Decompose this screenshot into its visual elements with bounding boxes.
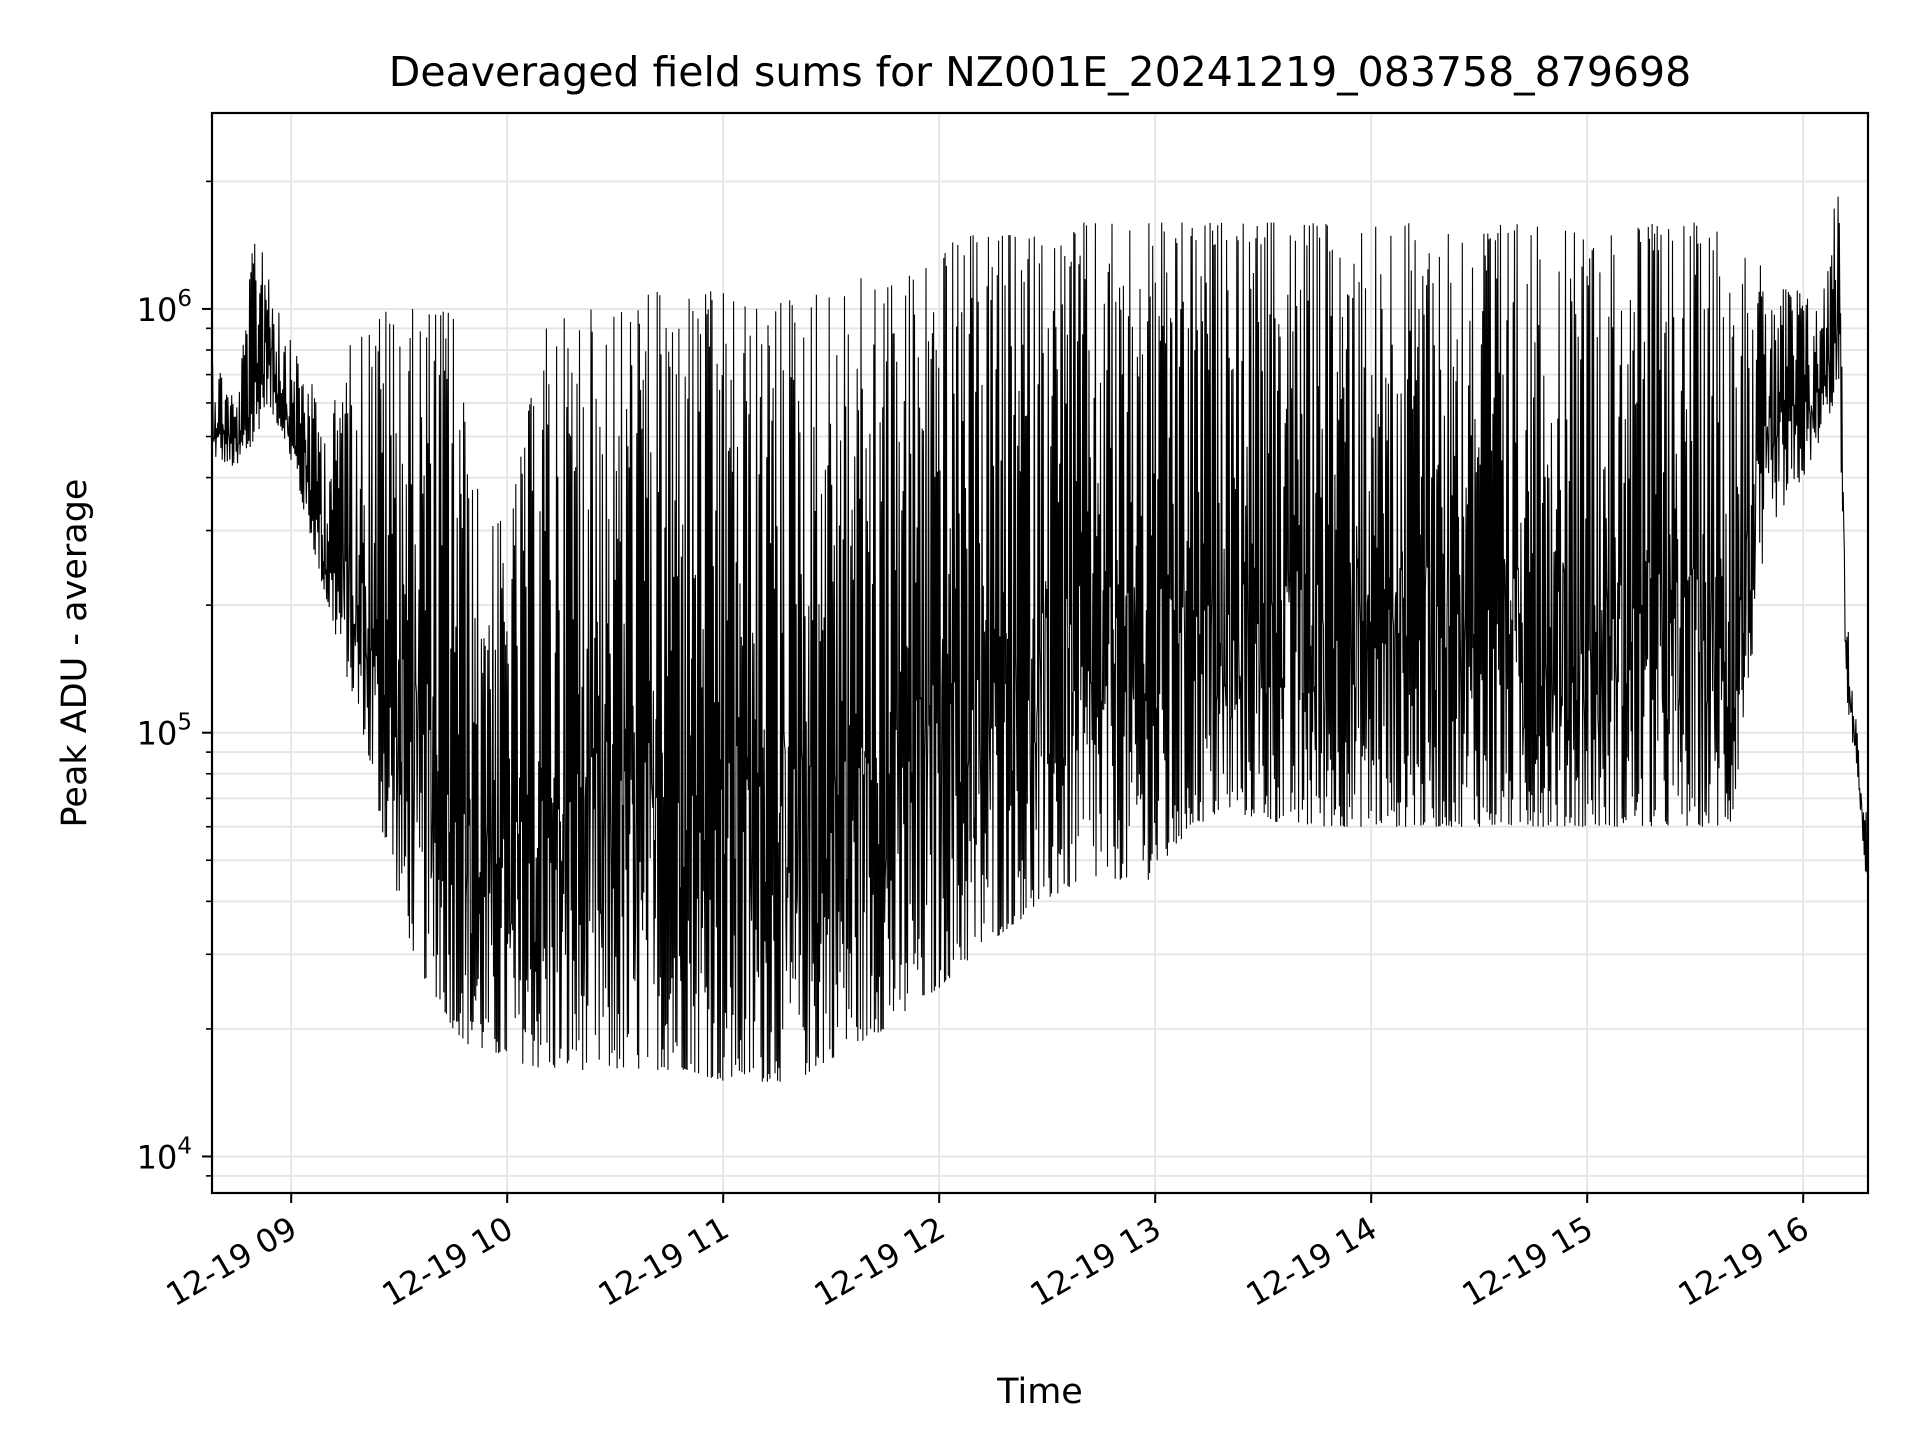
data-series: [211, 196, 1869, 1082]
x-tick-label: 12-19 11: [592, 1209, 736, 1314]
x-tick-label: 12-19 16: [1672, 1209, 1816, 1314]
x-tick-label: 12-19 12: [808, 1209, 952, 1314]
plot-frame: [210, 111, 1870, 1195]
y-tick-label: 105: [137, 710, 192, 753]
x-tick-label: 12-19 14: [1240, 1209, 1384, 1314]
y-tick-label: 106: [137, 286, 192, 329]
x-tick-label: 12-19 10: [376, 1209, 520, 1314]
chart-title: Deaveraged field sums for NZ001E_2024121…: [389, 48, 1691, 96]
y-tick-label: 104: [137, 1133, 192, 1176]
series-line: [211, 196, 1869, 1082]
x-axis: 12-19 09 12-19 10 12-19 11 12-19 12 12-19 13…: [160, 1193, 1816, 1314]
x-axis-label: Time: [996, 1372, 1083, 1412]
x-tick-label: 12-19 15: [1456, 1209, 1600, 1314]
y-axis-label: Peak ADU - average: [55, 479, 95, 828]
y-axis: 104 105 106: [137, 180, 212, 1177]
x-tick-label: 12-19 13: [1024, 1209, 1168, 1314]
x-tick-label: 12-19 09: [160, 1209, 304, 1314]
